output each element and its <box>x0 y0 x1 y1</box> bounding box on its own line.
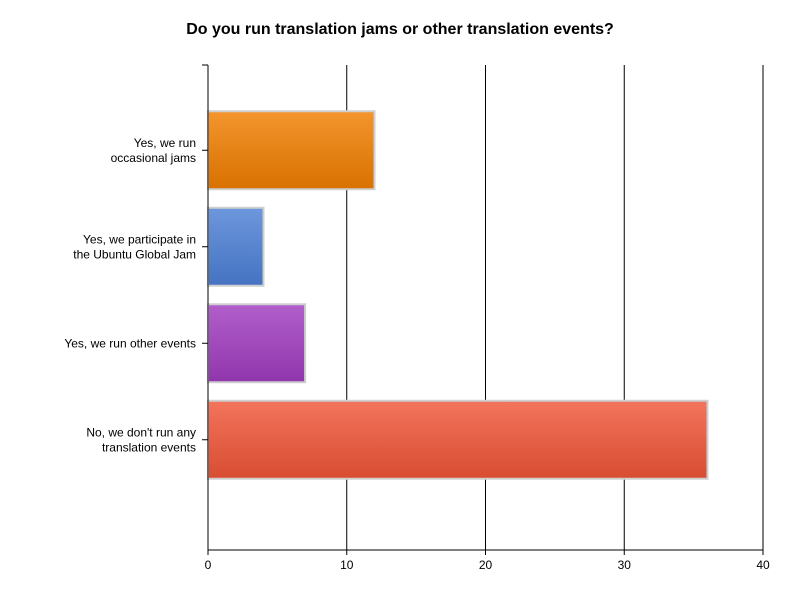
x-tick-label: 20 <box>479 558 493 572</box>
category-label-line: No, we don't run any <box>86 425 196 439</box>
bar <box>207 399 709 480</box>
x-tick-label: 40 <box>756 558 770 572</box>
category-label-line: occasional jams <box>111 151 196 165</box>
category-labels: Yes, we run occasional jams Yes, we partic… <box>64 136 208 454</box>
x-tick-label: 10 <box>340 558 354 572</box>
category-label: Yes, we run occasional jams <box>111 136 196 165</box>
category-label-line: Yes, we run other events <box>64 336 196 350</box>
category-label-line: translation events <box>102 440 196 454</box>
category-label-line: Yes, we participate in <box>83 232 196 246</box>
category-label: Yes, we run other events <box>64 336 196 350</box>
category-label-line: Yes, we run <box>134 136 196 150</box>
x-tick-labels: 0 10 20 30 40 <box>205 550 770 572</box>
bar <box>207 206 265 287</box>
category-label: No, we don't run any translation events <box>86 425 196 454</box>
bars <box>207 110 709 480</box>
chart-title: Do you run translation jams or other tra… <box>186 21 614 38</box>
x-tick-label: 0 <box>205 558 212 572</box>
bar <box>207 110 376 191</box>
category-label: Yes, we participate in the Ubuntu Global … <box>73 232 196 261</box>
bar <box>207 303 307 384</box>
x-tick-label: 30 <box>618 558 632 572</box>
category-label-line: the Ubuntu Global Jam <box>73 247 196 261</box>
